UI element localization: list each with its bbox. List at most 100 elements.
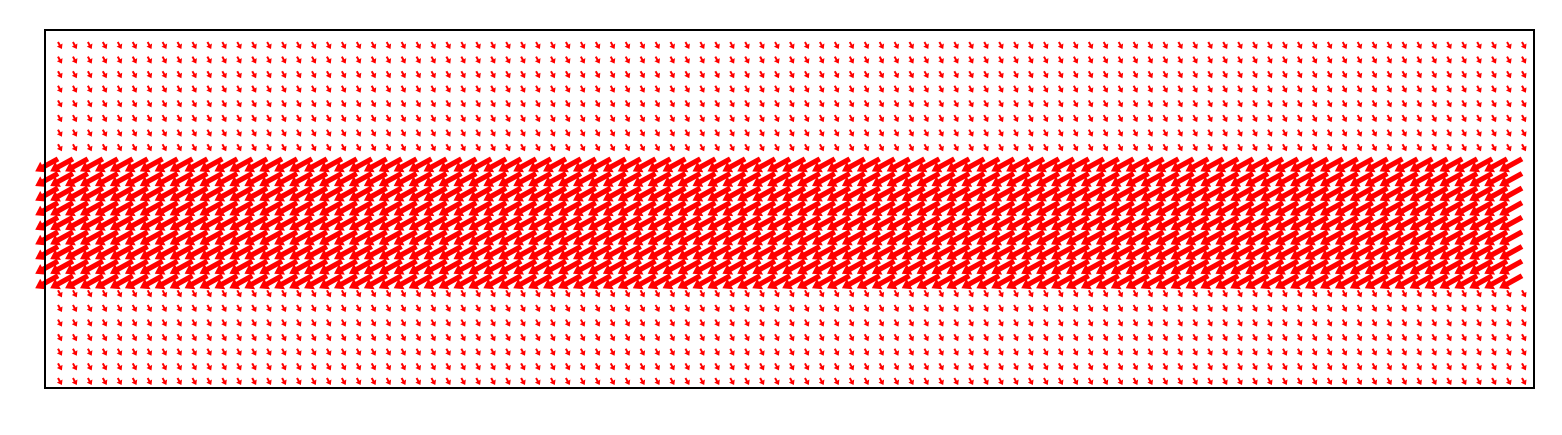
vector-arrow [423, 185, 448, 202]
vector-arrow [961, 200, 986, 217]
vector-arrow [1087, 41, 1094, 49]
vector-arrow [400, 41, 407, 49]
vector-arrow [662, 258, 687, 275]
vector-arrow [991, 229, 1016, 246]
vector-arrow [1252, 41, 1258, 49]
vector-arrow [1102, 143, 1109, 152]
vector-arrow [744, 319, 750, 327]
vector-arrow [669, 114, 675, 123]
vector-arrow [1042, 70, 1049, 79]
vector-arrow [1200, 200, 1225, 217]
vector-arrow [818, 85, 825, 93]
vector-arrow [1155, 229, 1180, 246]
vector-arrow [400, 348, 407, 356]
vector-arrow [1162, 304, 1168, 312]
vector-arrow [475, 348, 481, 356]
vector-arrow [931, 273, 956, 290]
vector-arrow [146, 377, 153, 385]
vector-arrow [737, 258, 762, 275]
vector-arrow [513, 200, 538, 217]
vector-arrow [423, 229, 448, 246]
vector-arrow [1499, 156, 1524, 173]
vector-arrow [953, 85, 959, 93]
vector-arrow [654, 85, 660, 93]
vector-arrow [325, 70, 332, 79]
vector-arrow [1155, 185, 1180, 202]
vector-arrow [1132, 41, 1139, 49]
vector-arrow [86, 333, 93, 342]
vector-arrow [1416, 289, 1422, 298]
vector-arrow [295, 362, 302, 371]
vector-arrow [1117, 319, 1124, 327]
vector-arrow [573, 258, 597, 275]
vector-arrow [1013, 362, 1019, 371]
vector-arrow [1296, 100, 1303, 108]
vector-arrow [1431, 129, 1437, 137]
vector-arrow [773, 377, 780, 385]
vector-arrow [1266, 56, 1273, 64]
vector-arrow [588, 229, 612, 246]
vector-arrow [677, 200, 702, 217]
vector-arrow [453, 171, 478, 187]
vector-arrow [923, 129, 929, 137]
vector-arrow [594, 70, 601, 79]
vector-arrow [363, 229, 388, 246]
vector-arrow [131, 56, 138, 64]
vector-arrow [520, 333, 526, 342]
vector-arrow [236, 129, 242, 137]
vector-arrow [370, 319, 377, 327]
vector-arrow [1192, 289, 1198, 298]
vector-arrow [1087, 143, 1094, 152]
vector-arrow [274, 185, 299, 202]
vector-arrow [863, 377, 870, 385]
vector-arrow [848, 85, 855, 93]
vector-arrow [788, 289, 795, 298]
vector-arrow [520, 377, 526, 385]
vector-arrow [803, 70, 810, 79]
vector-arrow [1311, 143, 1318, 152]
vector-arrow [1305, 200, 1329, 217]
vector-arrow [1237, 114, 1243, 123]
vector-arrow [573, 244, 597, 260]
vector-arrow [1320, 273, 1344, 290]
vector-arrow [1461, 114, 1467, 123]
vector-arrow [1266, 304, 1273, 312]
vector-arrow [65, 185, 90, 202]
vector-arrow [1341, 114, 1348, 123]
vector-arrow [549, 129, 556, 137]
vector-arrow [878, 377, 885, 385]
vector-arrow [1185, 215, 1210, 231]
vector-arrow [184, 215, 209, 231]
vector-arrow [1006, 156, 1031, 173]
vector-arrow [1140, 258, 1165, 275]
vector-arrow [1520, 129, 1527, 137]
vector-arrow [528, 200, 553, 217]
vector-arrow [1013, 56, 1019, 64]
vector-arrow [295, 41, 302, 49]
vector-arrow [1311, 56, 1318, 64]
vector-arrow [886, 171, 911, 187]
vector-arrow [116, 100, 123, 108]
vector-arrow [221, 70, 227, 79]
vector-arrow [475, 70, 481, 79]
vector-arrow [812, 200, 837, 217]
vector-arrow [1326, 143, 1333, 152]
vector-arrow [325, 304, 332, 312]
vector-arrow [737, 215, 762, 231]
vector-arrow [1042, 304, 1049, 312]
vector-arrow [1170, 171, 1195, 187]
vector-arrow [385, 319, 392, 327]
vector-arrow [161, 348, 168, 356]
vector-arrow [1252, 362, 1258, 371]
vector-arrow [677, 171, 702, 187]
vector-arrow [505, 114, 511, 123]
vector-arrow [916, 200, 941, 217]
vector-arrow [71, 41, 78, 49]
vector-arrow [289, 156, 314, 173]
vector-arrow [1416, 129, 1422, 137]
vector-arrow [1394, 171, 1419, 187]
vector-arrow [1147, 129, 1153, 137]
vector-arrow [1080, 185, 1105, 202]
vector-arrow [1222, 129, 1228, 137]
